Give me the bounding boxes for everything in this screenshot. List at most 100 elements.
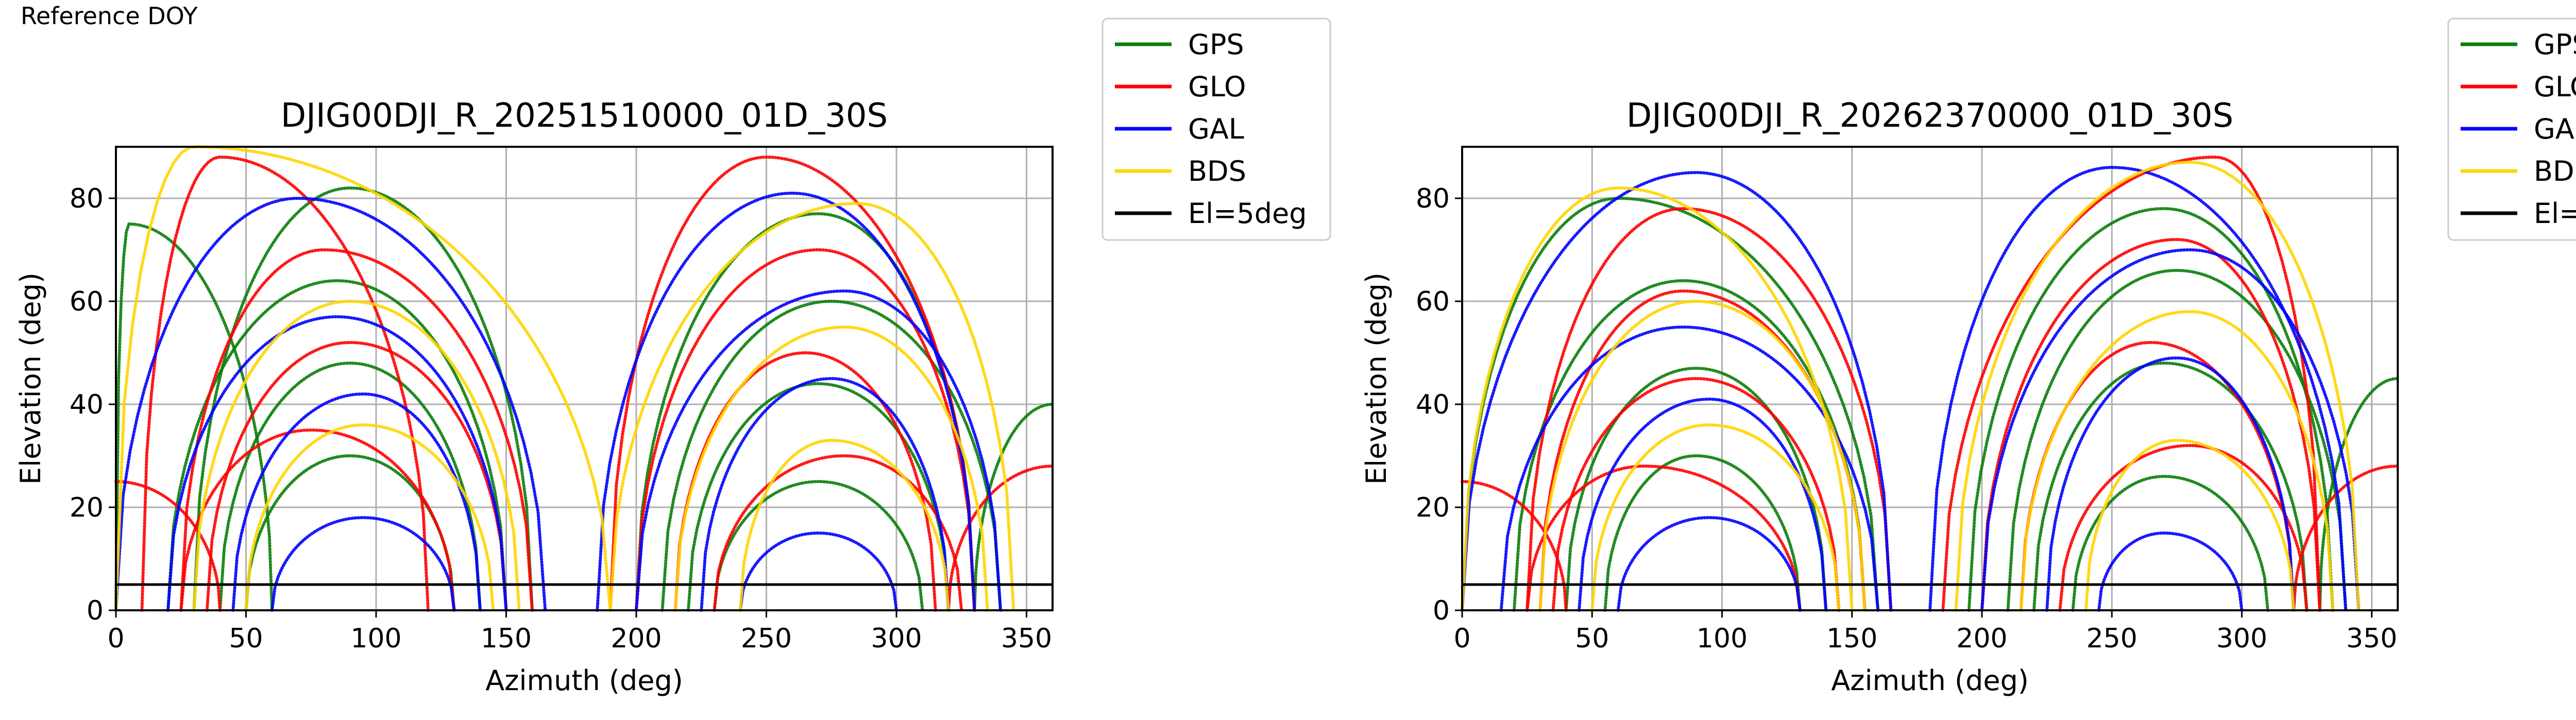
satellite-pass-bds — [1954, 160, 2361, 612]
y-tick-label: 20 — [1416, 492, 1450, 523]
x-axis-ticks: 0 50 100 150 200 250 300 350 — [1453, 610, 2397, 654]
satellite-pass-gal — [1928, 165, 2348, 612]
x-tick-label: 50 — [229, 623, 263, 654]
satellite-pass-glo — [1526, 207, 1893, 612]
satellite-pass-bds — [1538, 299, 1867, 612]
x-tick-label: 350 — [1001, 623, 1052, 654]
x-axis-label: Azimuth (deg) — [485, 664, 683, 697]
x-tick-label: 150 — [481, 623, 532, 654]
satellite-pass-gal — [739, 531, 898, 612]
satellite-pass-gal — [270, 516, 456, 612]
satellite-pass-gal — [1578, 397, 1828, 612]
y-tick-label: 60 — [70, 286, 104, 317]
satellite-pass-gps — [114, 222, 274, 612]
y-axis-label: Elevation (deg) — [1360, 272, 1393, 485]
satellite-pass-glo — [179, 428, 456, 612]
satellite-pass-gal — [166, 315, 508, 612]
satellite-pass-gal — [700, 376, 950, 612]
satellite-pass-gps — [218, 361, 482, 612]
legend-label: BDS — [1188, 155, 1246, 187]
x-tick-label: 0 — [1453, 623, 1470, 654]
satellite-pass-gps — [166, 279, 508, 612]
satellite-pass-bds — [1461, 186, 1854, 612]
satellite-pass-gal — [596, 191, 976, 612]
legend-label: El=5deg — [2534, 197, 2576, 230]
satellite-pass-glo — [2058, 443, 2309, 612]
legend: GPS GLO GAL BDS El=5deg — [2447, 18, 2576, 241]
satellite-pass-gal — [1616, 516, 1802, 612]
satellite-pass-gps — [2318, 377, 2399, 612]
satellite-pass-gps — [635, 212, 976, 612]
satellite-pass-gps — [1603, 454, 1802, 612]
y-tick-label: 40 — [70, 389, 104, 420]
satellite-pass-glo — [140, 156, 430, 612]
legend-label: GAL — [2534, 113, 2576, 145]
satellite-pass-gps — [713, 479, 924, 612]
x-tick-label: 50 — [1575, 623, 1609, 654]
legend-label: GAL — [1188, 113, 1244, 145]
satellite-pass-gps — [1461, 197, 1880, 612]
x-axis-ticks: 0 50 100 150 200 250 300 350 — [107, 610, 1052, 654]
satellite-tracks — [1461, 155, 2399, 612]
satellite-tracks — [114, 145, 1054, 612]
x-tick-label: 200 — [611, 623, 662, 654]
satellite-pass-glo — [1941, 155, 2321, 612]
satellite-pass-gal — [231, 392, 482, 612]
satellite-pass-bds — [2019, 310, 2334, 612]
x-tick-label: 300 — [871, 623, 922, 654]
satellite-pass-gal — [1461, 170, 1893, 612]
satellite-pass-gal — [114, 197, 547, 612]
reference-doy-label: Reference DOY — [21, 2, 198, 30]
satellite-pass-gps — [687, 382, 950, 612]
satellite-pass-gal — [1980, 248, 2361, 612]
legend-label: GPS — [1188, 28, 1244, 61]
x-tick-label: 300 — [2216, 623, 2267, 654]
grid — [1461, 147, 2398, 611]
satellite-pass-glo — [1980, 238, 2321, 612]
x-tick-label: 100 — [1697, 623, 1748, 654]
satellite-pass-gps — [2032, 361, 2309, 612]
legend-label: El=5deg — [1188, 197, 1307, 230]
x-tick-label: 150 — [1826, 623, 1877, 654]
satellite-pass-gal — [1499, 325, 1880, 612]
satellite-pass-glo — [205, 340, 508, 612]
satellite-pass-gal — [635, 289, 1002, 612]
satellite-pass-glo — [2292, 465, 2399, 612]
legend: GPS GLO GAL BDS El=5deg — [1101, 18, 1331, 241]
satellite-pass-gps — [1564, 366, 1828, 612]
y-tick-label: 0 — [87, 595, 104, 626]
x-tick-label: 250 — [2086, 623, 2137, 654]
satellite-pass-glo — [114, 480, 222, 612]
x-tick-label: 100 — [350, 623, 401, 654]
y-axis-ticks: 0 20 40 60 80 — [70, 183, 116, 626]
satellite-pass-gps — [2006, 268, 2348, 612]
legend-label: GLO — [1188, 71, 1246, 103]
satellite-pass-bds — [192, 299, 521, 612]
satellite-pass-glo — [635, 248, 976, 612]
satellite-pass-bds — [244, 423, 495, 612]
x-tick-label: 200 — [1956, 623, 2007, 654]
satellite-pass-gps — [192, 186, 534, 612]
legend-label: GLO — [2534, 71, 2576, 103]
chart-title: DJIG00DJI_R_20251510000_01D_30S — [281, 97, 888, 135]
y-axis-label: Elevation (deg) — [14, 272, 47, 485]
satellite-pass-glo — [179, 248, 534, 612]
right-chart: DJIG00DJI_R_20262370000_01D_30S 0 50 100 15… — [1360, 18, 2576, 697]
y-axis-ticks: 0 20 40 60 80 — [1416, 183, 1462, 626]
y-tick-label: 40 — [1416, 389, 1450, 420]
satellite-pass-gps — [1967, 207, 2334, 612]
satellite-pass-bds — [1590, 423, 1841, 612]
y-tick-label: 20 — [70, 492, 104, 523]
satellite-pass-glo — [713, 454, 963, 612]
y-tick-label: 60 — [1416, 286, 1450, 317]
legend-label: GPS — [2534, 28, 2576, 61]
plot-frame — [115, 146, 1054, 611]
satellite-pass-glo — [1526, 464, 1802, 612]
chart-title: DJIG00DJI_R_20262370000_01D_30S — [1626, 97, 2233, 135]
x-tick-label: 350 — [2346, 623, 2397, 654]
legend-label: BDS — [2534, 155, 2576, 187]
satellite-pass-bds — [739, 438, 950, 612]
x-tick-label: 0 — [107, 623, 124, 654]
satellite-pass-bds — [2084, 438, 2296, 612]
